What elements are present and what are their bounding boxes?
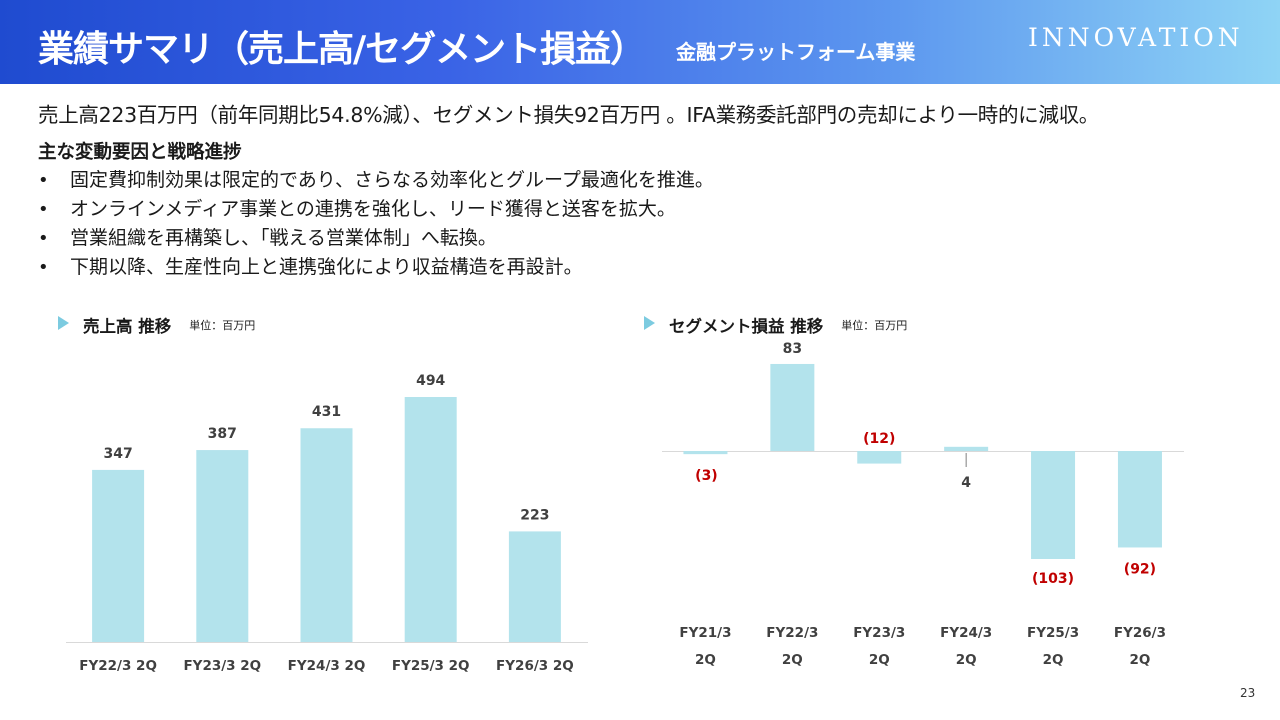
page-subtitle: 金融プラットフォーム事業: [676, 40, 916, 64]
revenue-data-label: 494: [416, 373, 445, 389]
segment-category-label: 2Q: [695, 652, 716, 668]
revenue-category-label: FY25/3 2Q: [392, 658, 470, 674]
segment-category-label: 2Q: [782, 652, 803, 668]
bullet-item: 営業組織を再構築し、「戦える営業体制」へ転換。: [38, 224, 714, 253]
revenue-bar: [300, 428, 353, 642]
segment-category-label: FY21/3: [679, 625, 731, 641]
triangle-marker-icon: [644, 316, 655, 330]
triangle-marker-icon: [58, 316, 69, 330]
segment-chart-header: セグメント損益 推移 単位：百万円: [644, 313, 907, 337]
company-logo: INNOVATION: [1028, 23, 1244, 52]
segment-bar: [770, 363, 815, 451]
segment-bar: [683, 451, 728, 455]
bullet-item: 固定費抑制効果は限定的であり、さらなる効率化とグループ最適化を推進。: [38, 166, 714, 195]
segment-data-label: 4: [961, 475, 971, 491]
segment-bar: [944, 446, 989, 451]
bullet-item: オンラインメディア事業との連携を強化し、リード獲得と送客を拡大。: [38, 195, 714, 224]
bullet-item: 下期以降、生産性向上と連携強化により収益構造を再設計。: [38, 253, 714, 282]
section-heading: 主な変動要因と戦略進捗: [38, 142, 242, 163]
segment-category-label: 2Q: [869, 652, 890, 668]
segment-chart-unit: 単位：百万円: [841, 319, 908, 332]
segment-category-label: 2Q: [956, 652, 977, 668]
revenue-chart-unit: 単位：百万円: [189, 319, 256, 332]
segment-category-label: 2Q: [1043, 652, 1064, 668]
revenue-data-label: 223: [520, 507, 549, 523]
revenue-bar: [508, 531, 561, 642]
segment-bar: [1117, 451, 1162, 548]
segment-data-label: (12): [863, 431, 895, 447]
header-banner: 業績サマリ（売上高/セグメント損益） 金融プラットフォーム事業 INNOVATI…: [0, 0, 1280, 84]
summary-text: 売上高223百万円（前年同期比54.8%減）、セグメント損失92百万円 。IFA…: [38, 103, 1099, 127]
segment-category-label: FY24/3: [940, 625, 992, 641]
segment-category-label: FY25/3: [1027, 625, 1079, 641]
revenue-bar: [92, 469, 145, 642]
revenue-chart-title: 売上高 推移: [83, 317, 172, 336]
segment-bar: [1031, 451, 1076, 559]
revenue-chart-header: 売上高 推移 単位：百万円: [58, 313, 255, 337]
revenue-category-label: FY23/3 2Q: [183, 658, 261, 674]
segment-category-label: FY22/3: [766, 625, 818, 641]
revenue-data-label: 387: [208, 426, 237, 442]
revenue-bar: [196, 450, 249, 642]
revenue-category-label: FY22/3 2Q: [79, 658, 157, 674]
revenue-category-label: FY26/3 2Q: [496, 658, 574, 674]
revenue-data-label: 431: [312, 404, 341, 420]
segment-category-label: FY23/3: [853, 625, 905, 641]
page-title: 業績サマリ（売上高/セグメント損益）: [38, 29, 646, 70]
page-number: 23: [1240, 686, 1256, 700]
segment-data-label: (92): [1124, 561, 1156, 577]
segment-category-label: 2Q: [1130, 652, 1151, 668]
revenue-data-label: 347: [103, 446, 132, 462]
segment-chart-title: セグメント損益 推移: [669, 317, 824, 336]
segment-bar: [857, 451, 902, 464]
segment-category-label: FY26/3: [1114, 625, 1166, 641]
bullet-list: 固定費抑制効果は限定的であり、さらなる効率化とグループ最適化を推進。 オンライン…: [38, 166, 714, 282]
segment-data-label: (3): [695, 468, 718, 484]
revenue-bar: [404, 397, 457, 642]
segment-data-label: 83: [783, 341, 802, 357]
revenue-category-label: FY24/3 2Q: [288, 658, 366, 674]
segment-data-label: (103): [1032, 571, 1074, 587]
